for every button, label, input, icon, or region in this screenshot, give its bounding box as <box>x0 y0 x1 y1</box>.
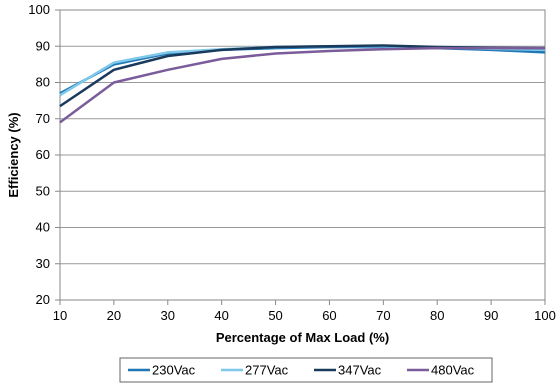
x-tick-label: 50 <box>268 308 282 323</box>
y-tick-label: 30 <box>36 256 50 271</box>
x-tick-label: 80 <box>430 308 444 323</box>
x-axis-title: Percentage of Max Load (%) <box>216 330 389 345</box>
series-line-277Vac <box>59 45 546 97</box>
y-tick-label: 20 <box>36 292 50 307</box>
x-tick-label: 20 <box>107 308 121 323</box>
legend-label: 230Vac <box>152 363 196 378</box>
x-tick-label: 100 <box>534 308 556 323</box>
y-axis-title: Efficiency (%) <box>6 112 21 197</box>
y-tick-label: 90 <box>36 38 50 53</box>
x-tick-label: 10 <box>53 308 67 323</box>
x-axis-ticks: 10 20 30 40 50 60 70 80 90 100 <box>53 300 556 323</box>
x-tick-label: 70 <box>376 308 390 323</box>
series-line-347Vac <box>59 44 546 108</box>
legend: 230Vac 277Vac 347Vac 480Vac <box>119 357 493 383</box>
y-tick-label: 70 <box>36 111 50 126</box>
legend-label: 480Vac <box>431 363 475 378</box>
y-tick-label: 80 <box>36 75 50 90</box>
y-axis-ticks: 20 30 40 50 60 70 80 90 100 <box>28 2 60 307</box>
legend-label: 277Vac <box>245 363 289 378</box>
x-tick-label: 40 <box>214 308 228 323</box>
y-tick-label: 40 <box>36 220 50 235</box>
x-tick-label: 90 <box>484 308 498 323</box>
series-lines <box>59 44 546 124</box>
y-tick-label: 50 <box>36 183 50 198</box>
series-line-480Vac <box>59 46 545 124</box>
legend-label: 347Vac <box>338 363 382 378</box>
y-tick-label: 100 <box>28 2 50 17</box>
legend-box <box>119 357 493 383</box>
x-tick-label: 60 <box>322 308 336 323</box>
series-line-230Vac <box>59 45 546 95</box>
y-tick-label: 60 <box>36 147 50 162</box>
x-tick-label: 30 <box>161 308 175 323</box>
